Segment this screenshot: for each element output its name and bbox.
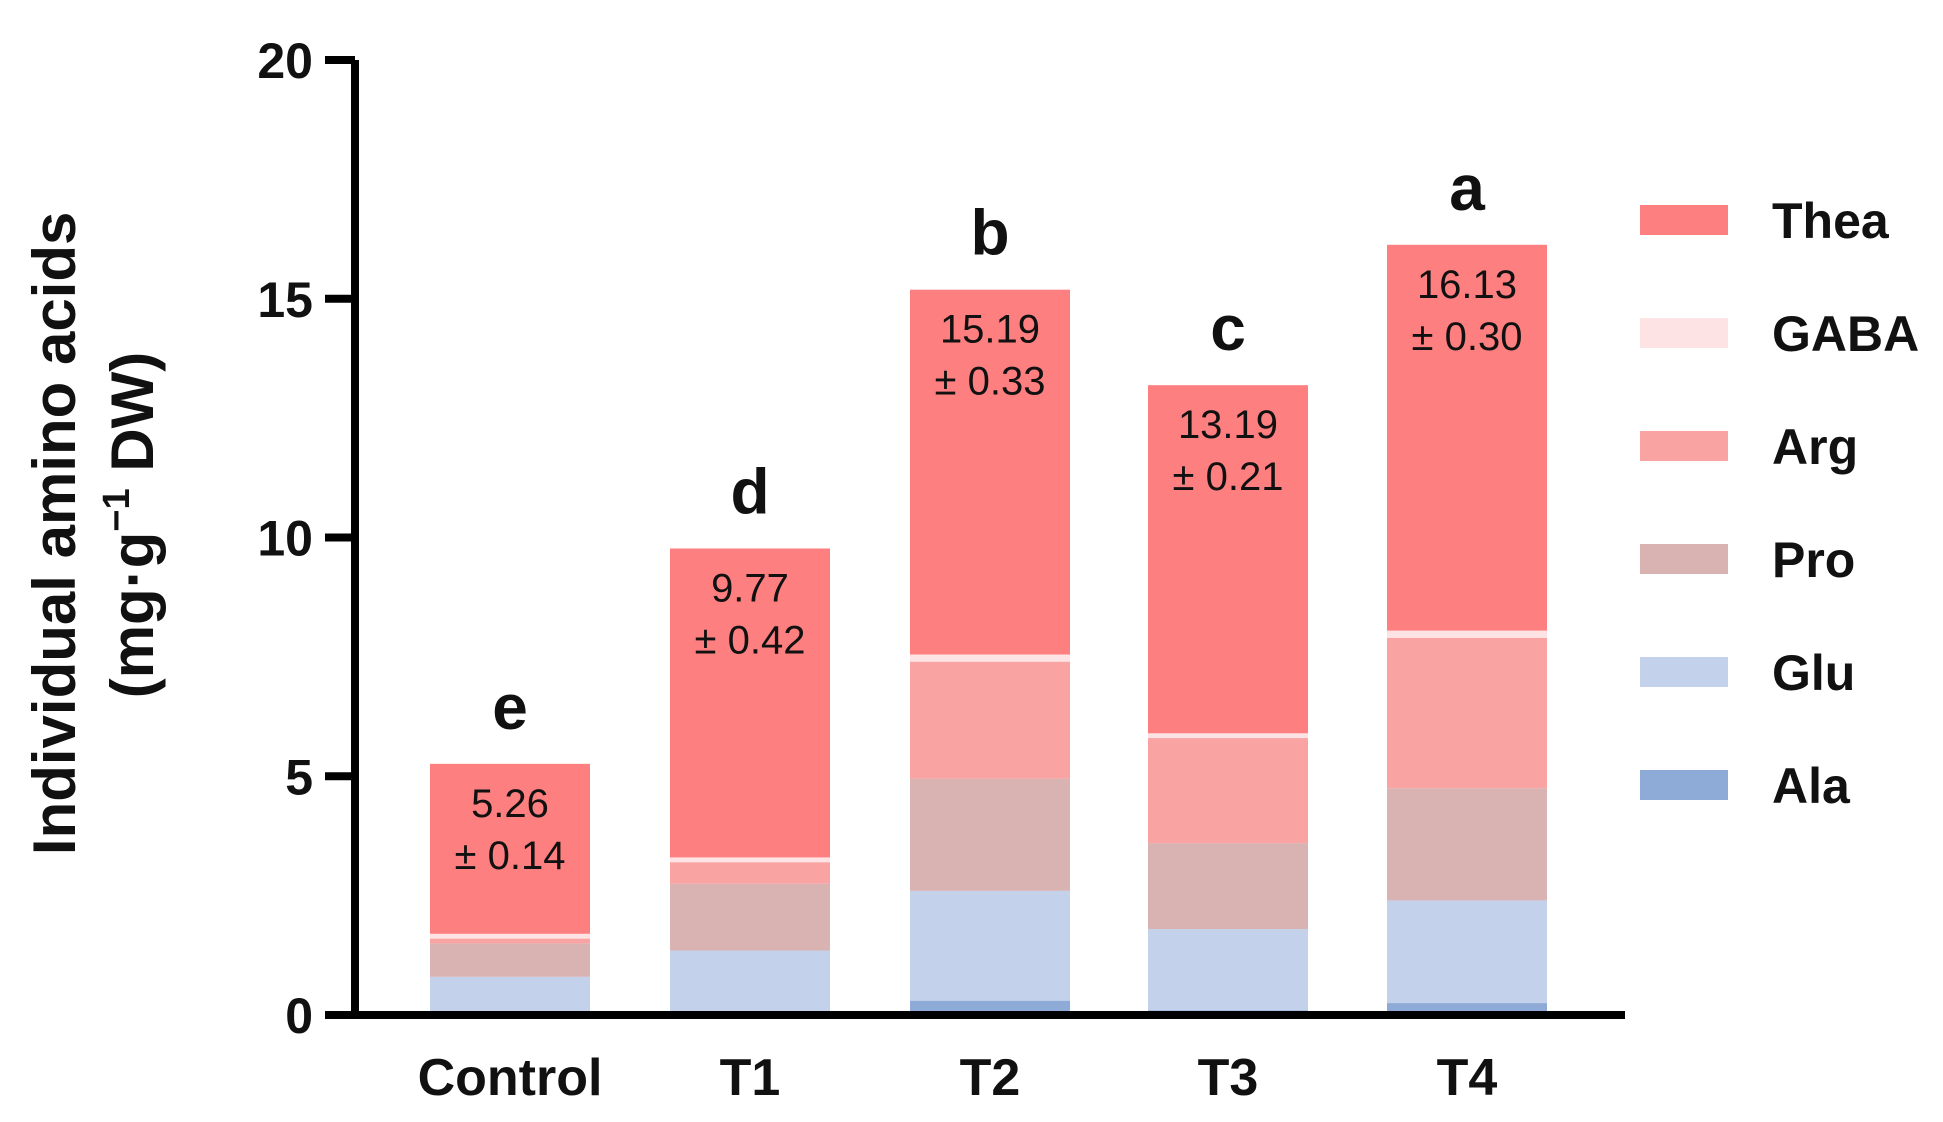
bar-segment-gaba-t3 bbox=[1148, 733, 1308, 739]
total-value-t2: 15.19 bbox=[940, 308, 1040, 352]
y-axis-title-unit-sup: −1 bbox=[96, 488, 138, 531]
bar-segment-glu-t2 bbox=[910, 890, 1070, 1001]
bar-segment-gaba-t4 bbox=[1387, 630, 1547, 638]
bar-segment-pro-t3 bbox=[1148, 843, 1308, 930]
total-sd-t2: ± 0.33 bbox=[935, 360, 1046, 404]
y-axis-title-line1: Individual amino acids bbox=[21, 212, 88, 855]
legend-swatch-thea bbox=[1640, 205, 1728, 235]
total-value-control: 5.26 bbox=[471, 782, 549, 826]
bar-segment-glu-t3 bbox=[1148, 929, 1308, 1011]
significance-letter-t1: d bbox=[730, 455, 769, 527]
bar-segment-ala-t4 bbox=[1387, 1003, 1547, 1015]
bar-segment-pro-control bbox=[430, 943, 590, 977]
bar-segment-arg-t4 bbox=[1387, 637, 1547, 789]
legend-swatch-ala bbox=[1640, 770, 1728, 800]
bar-segment-arg-t2 bbox=[910, 661, 1070, 779]
legend-label-glu: Glu bbox=[1772, 645, 1855, 701]
legend-label-ala: Ala bbox=[1772, 758, 1851, 814]
legend: Thea GABA Arg Pro Glu Ala bbox=[1640, 193, 1919, 814]
bar-segment-glu-t1 bbox=[670, 950, 830, 1013]
labels: 5.26 ± 0.14 e 9.77 ± 0.42 d 15.19 ± 0.33 b 13.19 ±… bbox=[455, 152, 1523, 878]
bar-segment-pro-t4 bbox=[1387, 788, 1547, 901]
x-tick-label-t4: T4 bbox=[1437, 1049, 1498, 1107]
y-tick-label-15: 15 bbox=[257, 272, 313, 328]
x-tick-label-t1: T1 bbox=[720, 1049, 781, 1107]
significance-letter-t2: b bbox=[970, 197, 1009, 269]
total-value-t3: 13.19 bbox=[1178, 403, 1278, 447]
bar-segment-glu-control bbox=[430, 976, 590, 1013]
bar-segment-pro-t2 bbox=[910, 778, 1070, 891]
bar-segment-arg-t1 bbox=[670, 862, 830, 884]
total-sd-t4: ± 0.30 bbox=[1412, 315, 1523, 359]
bar-segment-gaba-t2 bbox=[910, 654, 1070, 662]
legend-swatch-glu bbox=[1640, 657, 1728, 687]
significance-letter-t4: a bbox=[1449, 152, 1485, 224]
legend-label-arg: Arg bbox=[1772, 419, 1858, 475]
bar-segment-gaba-control bbox=[430, 933, 590, 939]
axes: Control T1 T2 T3 T4 0 5 10 15 20 bbox=[257, 33, 1625, 1107]
bar-segment-thea-control bbox=[430, 763, 590, 934]
total-value-t4: 16.13 bbox=[1417, 263, 1517, 307]
bar-segment-pro-t1 bbox=[670, 883, 830, 951]
y-axis-title: Individual amino acids (mg·g−1 DW) bbox=[21, 195, 166, 855]
y-tick-label-5: 5 bbox=[285, 749, 313, 805]
y-axis-title-unit-suffix: DW) bbox=[99, 352, 166, 489]
total-sd-t3: ± 0.21 bbox=[1173, 455, 1284, 499]
bar-segment-thea-t1 bbox=[670, 548, 830, 858]
legend-swatch-pro bbox=[1640, 544, 1728, 574]
y-tick-label-10: 10 bbox=[257, 511, 313, 567]
y-tick-label-0: 0 bbox=[285, 988, 313, 1044]
legend-label-thea: Thea bbox=[1772, 193, 1890, 249]
significance-letter-t3: c bbox=[1210, 292, 1246, 364]
significance-letter-control: e bbox=[492, 671, 528, 743]
legend-swatch-arg bbox=[1640, 431, 1728, 461]
legend-label-pro: Pro bbox=[1772, 532, 1855, 588]
bar-segment-glu-t4 bbox=[1387, 900, 1547, 1004]
bar-segment-arg-t3 bbox=[1148, 738, 1308, 844]
x-tick-label-t2: T2 bbox=[960, 1049, 1021, 1107]
total-sd-control: ± 0.14 bbox=[455, 834, 566, 878]
bar-segment-arg-control bbox=[430, 938, 590, 944]
bar-segment-thea-t4 bbox=[1387, 244, 1547, 631]
legend-swatch-gaba bbox=[1640, 318, 1728, 348]
total-sd-t1: ± 0.42 bbox=[695, 618, 806, 662]
y-tick-label-20: 20 bbox=[257, 33, 313, 89]
bar-segment-thea-t3 bbox=[1148, 385, 1308, 734]
x-tick-label-control: Control bbox=[418, 1049, 603, 1107]
y-axis-title-unit-prefix: (mg·g bbox=[99, 532, 166, 699]
total-value-t1: 9.77 bbox=[711, 566, 789, 610]
x-tick-label-t3: T3 bbox=[1198, 1049, 1259, 1107]
legend-label-gaba: GABA bbox=[1772, 306, 1919, 362]
bar-segment-gaba-t1 bbox=[670, 857, 830, 863]
bar-segment-thea-t2 bbox=[910, 289, 1070, 655]
